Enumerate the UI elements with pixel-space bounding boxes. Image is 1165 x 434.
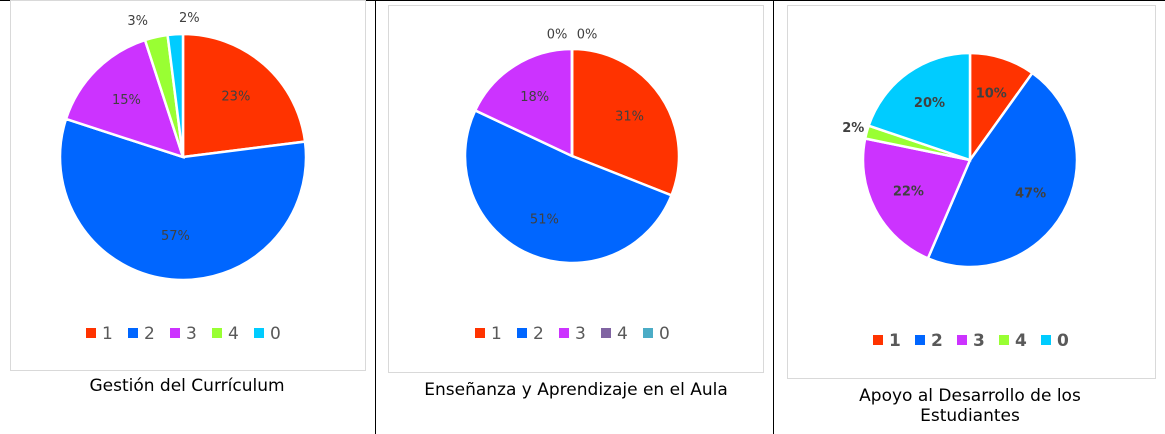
legend-swatch xyxy=(517,328,527,338)
data-label: 15% xyxy=(112,93,141,108)
legend-label: 2 xyxy=(144,324,155,344)
data-label: 51% xyxy=(530,212,559,227)
legend-swatch xyxy=(475,328,485,338)
pie-slice xyxy=(867,51,972,162)
legend-label: 2 xyxy=(931,331,943,351)
pie-slice xyxy=(58,117,308,282)
data-label: 22% xyxy=(893,185,924,200)
data-label: 0% xyxy=(577,28,598,43)
legend-swatch xyxy=(170,328,180,338)
data-label: 23% xyxy=(221,90,250,105)
legend-swatch xyxy=(957,335,967,345)
legend-swatch xyxy=(212,328,222,338)
data-label: 18% xyxy=(520,90,549,105)
pie-slice xyxy=(463,108,674,265)
legend-swatch xyxy=(254,328,264,338)
pie-slice xyxy=(570,47,681,198)
legend-label: 4 xyxy=(617,324,628,344)
legend-swatch xyxy=(915,335,925,345)
legend-swatch xyxy=(86,328,96,338)
legend-swatch xyxy=(643,328,653,338)
legend-label: 0 xyxy=(1057,331,1069,351)
legend-label: 1 xyxy=(102,324,113,344)
legend-label: 1 xyxy=(491,324,502,344)
legend-swatch xyxy=(601,328,611,338)
pie-slice xyxy=(181,32,307,159)
pie-slice xyxy=(166,32,185,158)
legend-swatch xyxy=(873,335,883,345)
legend-label: 4 xyxy=(228,324,239,344)
legend-swatch xyxy=(1041,335,1051,345)
legend-label: 3 xyxy=(973,331,985,351)
legend-label: 2 xyxy=(533,324,544,344)
caption: Gestión del Currículum xyxy=(89,376,285,396)
data-label: 3% xyxy=(127,14,148,29)
pie-slice xyxy=(473,47,574,158)
data-label: 2% xyxy=(842,121,864,136)
pie-slice xyxy=(861,137,972,261)
caption: Apoyo al Desarrollo de los Estudiantes xyxy=(859,386,1081,426)
data-label: 47% xyxy=(1015,187,1046,202)
legend-label: 1 xyxy=(889,331,901,351)
pie-slice xyxy=(926,71,1079,269)
legend-label: 4 xyxy=(1015,331,1027,351)
data-label: 10% xyxy=(976,86,1007,101)
data-label: 0% xyxy=(547,28,568,43)
legend-label: 3 xyxy=(186,324,197,344)
caption: Enseñanza y Aprendizaje en el Aula xyxy=(424,380,728,400)
legend-label: 0 xyxy=(270,324,281,344)
legend-label: 0 xyxy=(659,324,670,344)
data-label: 57% xyxy=(161,229,190,244)
data-label: 2% xyxy=(179,11,200,26)
data-label: 20% xyxy=(914,96,945,111)
legend-swatch xyxy=(999,335,1009,345)
legend-swatch xyxy=(128,328,138,338)
data-label: 31% xyxy=(615,109,644,124)
legend-label: 3 xyxy=(575,324,586,344)
legend-swatch xyxy=(559,328,569,338)
